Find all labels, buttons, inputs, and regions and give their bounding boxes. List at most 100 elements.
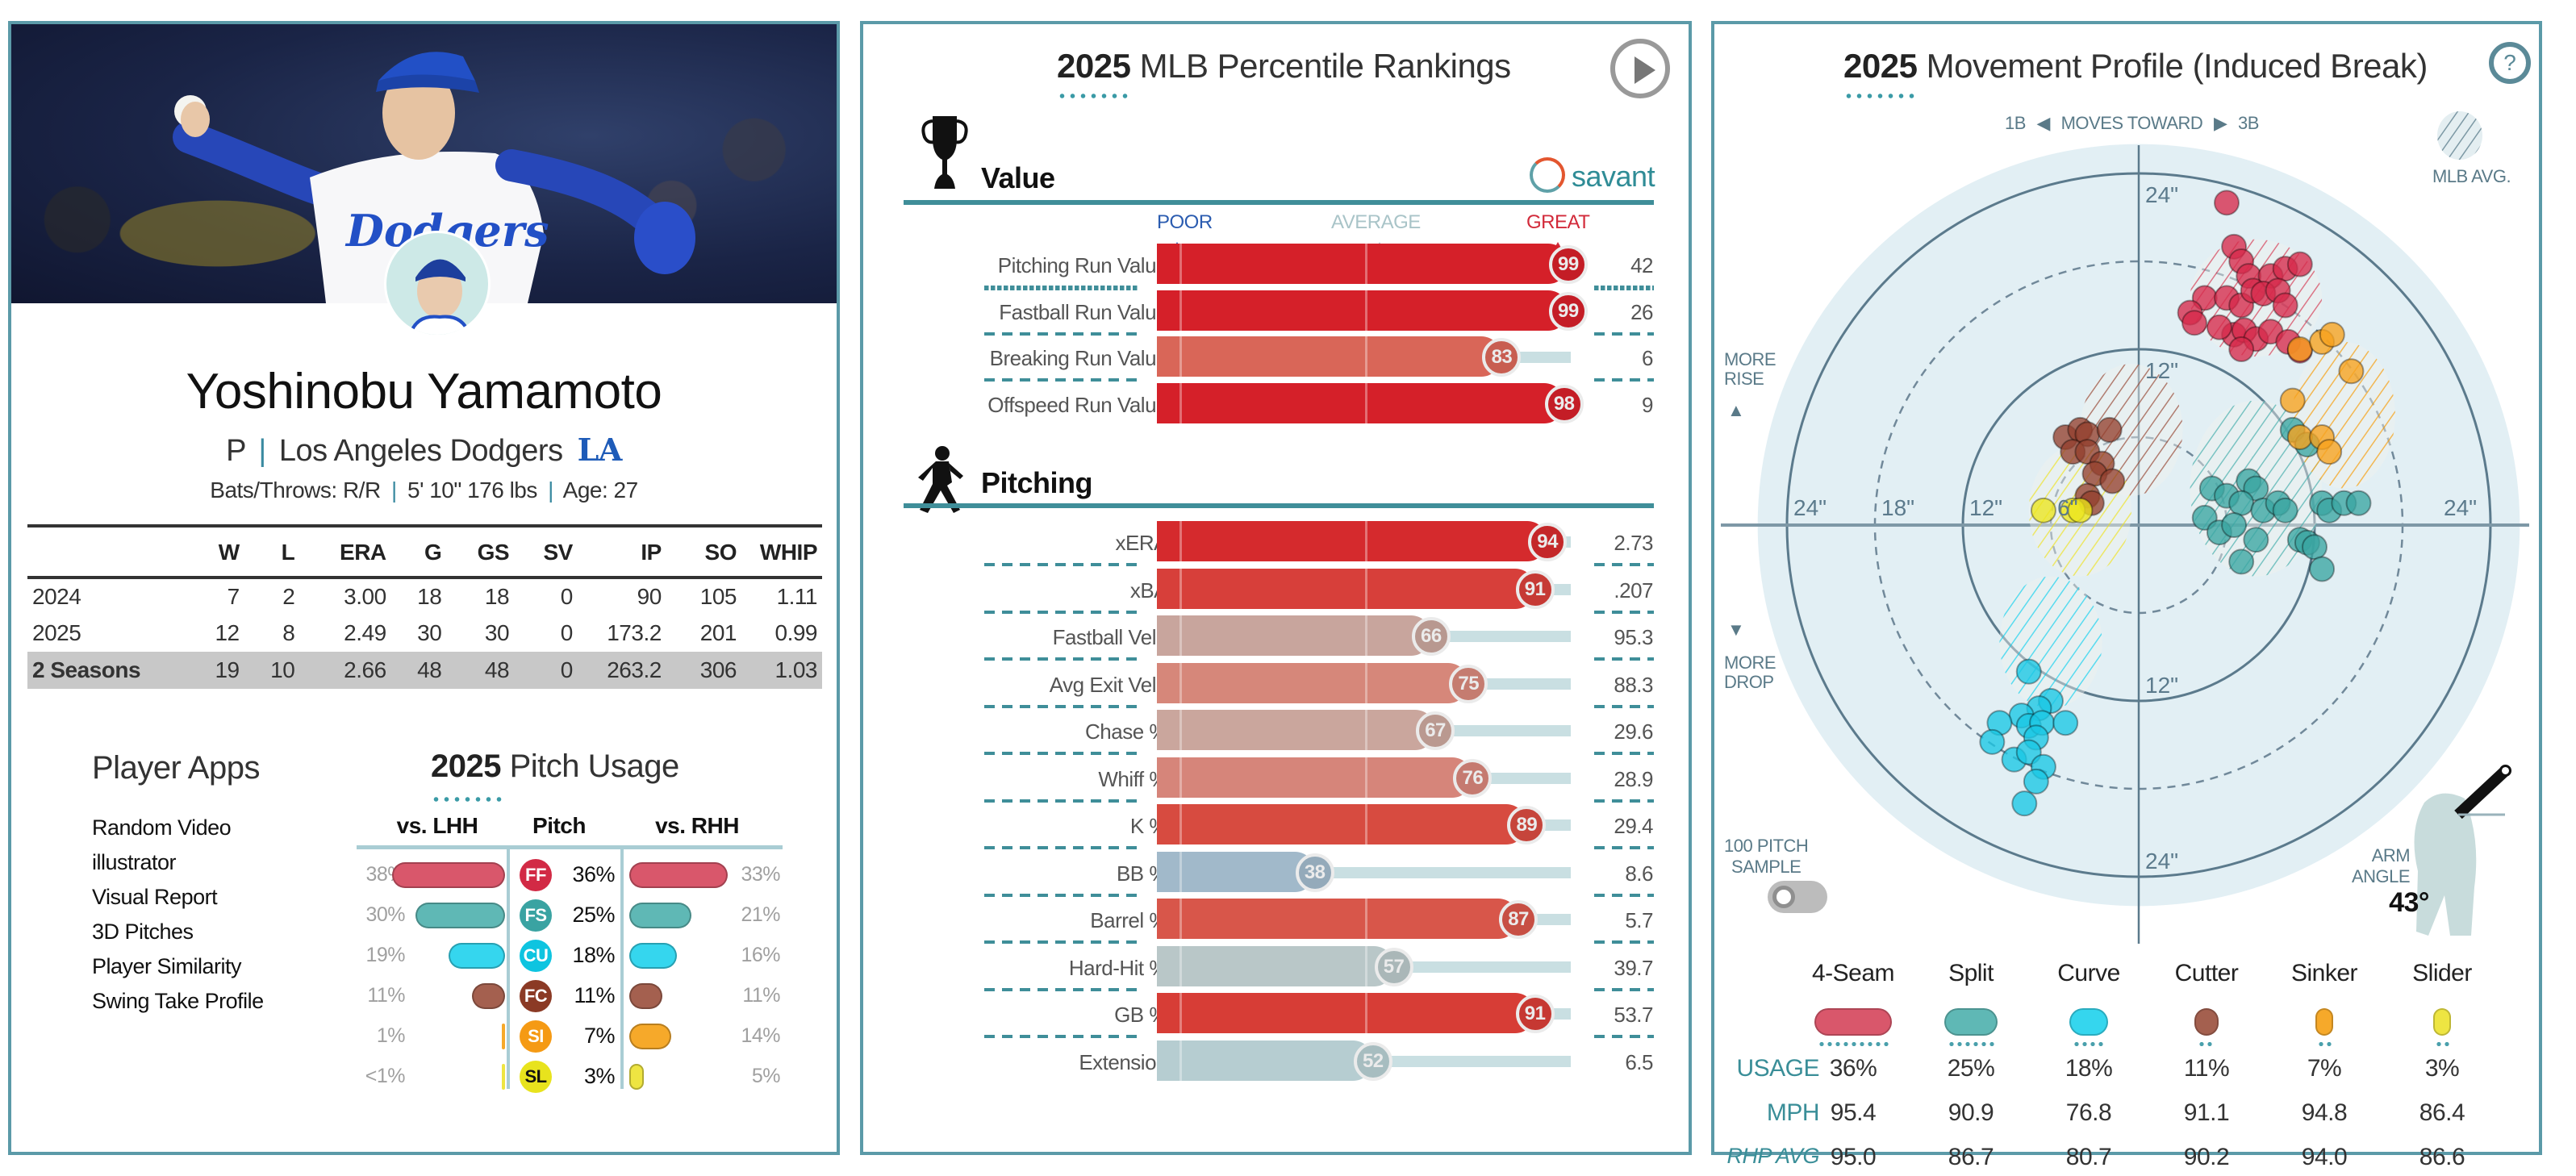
- row-label-rhp-avg: RHP AVG: [1726, 1144, 1819, 1168]
- percentile-row[interactable]: xBA 91.207: [863, 568, 1689, 614]
- pitch-usage-percent: 25%: [572, 903, 615, 927]
- percentile-row[interactable]: Pitching Run Value 99 42: [863, 244, 1689, 290]
- pitch-point: [2228, 490, 2255, 516]
- stats-cell: 30: [484, 620, 510, 645]
- player-app-link[interactable]: illustrator: [92, 850, 177, 874]
- pitch-type-badge: FF: [520, 859, 552, 891]
- player-position: P: [226, 434, 246, 468]
- pitch-name[interactable]: Cutter: [2174, 960, 2239, 986]
- percentile-row[interactable]: Hard-Hit % 57 39.7: [863, 945, 1689, 991]
- percentile-row[interactable]: Avg Exit Velo 75 88.3: [863, 662, 1689, 708]
- pitch-name[interactable]: Sinker: [2290, 960, 2358, 986]
- percentile-row[interactable]: K % 89 29.4: [863, 804, 1689, 849]
- player-app-link[interactable]: Random Video: [92, 815, 232, 840]
- pitch-usage-value: 25%: [1947, 1055, 1995, 1082]
- pitch-name[interactable]: Split: [1948, 960, 1994, 986]
- row-divider: [1594, 752, 1654, 755]
- pitch-usage-pill[interactable]: [2315, 1008, 2333, 1036]
- pitch-name[interactable]: 4-Seam: [1811, 960, 1895, 986]
- gridline: [1364, 521, 1367, 561]
- percentile-row[interactable]: Fastball Run Value 99 26: [863, 290, 1689, 336]
- player-app-link[interactable]: Player Similarity: [92, 954, 242, 978]
- pitch-mph-value: 91.1: [2183, 1099, 2230, 1126]
- pitch-type-badge: FS: [520, 899, 552, 932]
- row-divider: [984, 610, 1139, 614]
- movement-profile-panel: 2025 Movement Profile (Induced Break) ? …: [1711, 21, 2542, 1170]
- player-app-link[interactable]: Visual Report: [92, 885, 218, 909]
- player-app-link[interactable]: Swing Take Profile: [92, 989, 264, 1013]
- usage-header-rule: [357, 845, 783, 849]
- pitch-point: [2272, 497, 2298, 523]
- ring-label: 24": [1793, 495, 1827, 520]
- percentile-row[interactable]: Whiff % 76 28.9: [863, 757, 1689, 803]
- stats-season-cell: 2 Seasons: [27, 652, 189, 689]
- savant-logo[interactable]: savant: [1530, 157, 1655, 196]
- row-divider: [1594, 1035, 1654, 1038]
- percentile-bar: [1157, 945, 1394, 986]
- col-pitch: Pitch: [532, 813, 586, 838]
- arm-angle-ball-icon: [2499, 764, 2512, 777]
- gridline: [1179, 336, 1183, 377]
- percentile-track: 99: [1157, 244, 1588, 284]
- metric-value: 5.7: [1625, 908, 1653, 932]
- ring-label: 12": [2145, 358, 2178, 383]
- row-divider: [1594, 657, 1654, 661]
- pitch-usage-pill[interactable]: [2194, 1008, 2219, 1036]
- pitch-usage-percent: 7%: [583, 1024, 616, 1048]
- pitch-point: [2015, 658, 2042, 685]
- height-weight: 5' 10" 176 lbs: [407, 477, 537, 503]
- percentile-row[interactable]: Extension 52 6.5: [863, 1040, 1689, 1086]
- stats-cell: 2.66: [299, 652, 391, 689]
- pitch-usage-pill[interactable]: [2069, 1008, 2108, 1036]
- pitch-usage-row: 11% FC 11% 11%: [357, 976, 783, 1016]
- stats-header-so: SO: [666, 524, 741, 579]
- pitch-usage-pill[interactable]: [1943, 1008, 1998, 1036]
- gridline: [1179, 945, 1183, 986]
- pitch-point: [2221, 512, 2248, 538]
- pitch-name[interactable]: Curve: [2057, 960, 2120, 986]
- pitch-usage-title-text: Pitch Usage: [500, 749, 680, 784]
- percentile-track: 57: [1157, 945, 1572, 986]
- metric-value: 39.7: [1614, 955, 1653, 980]
- pitch-underline-dots: [1818, 1042, 1889, 1046]
- stats-cell: 2: [282, 584, 295, 609]
- pitch-usage-title: 2025 Pitch Usage: [431, 749, 679, 785]
- percentile-row[interactable]: BB % 38 8.6: [863, 851, 1689, 897]
- percentile-row[interactable]: Breaking Run Value 83 6: [863, 336, 1689, 382]
- help-icon[interactable]: ?: [2489, 42, 2531, 84]
- percentile-remainder: [1451, 725, 1571, 736]
- gridline: [1364, 290, 1367, 331]
- gridline: [1364, 899, 1367, 939]
- pitch-point: [2228, 336, 2255, 362]
- player-app-link[interactable]: 3D Pitches: [92, 920, 194, 944]
- vs-lhh-percent: 19%: [365, 944, 405, 966]
- percentile-row[interactable]: GB % 91 53.7: [863, 993, 1689, 1038]
- percentile-row[interactable]: Barrel % 87 5.7: [863, 899, 1689, 944]
- ring-label: 18": [1881, 495, 1914, 520]
- arm-angle-indicator-icon: [2454, 766, 2510, 819]
- percentile-row[interactable]: Chase % 67 29.6: [863, 710, 1689, 755]
- play-animation-button[interactable]: [1610, 39, 1670, 98]
- pitch-usage-pill[interactable]: [1814, 1008, 1892, 1036]
- pitch-name[interactable]: Slider: [2412, 960, 2472, 986]
- row-divider: [984, 752, 1139, 755]
- team-name[interactable]: Los Angeles Dodgers: [278, 434, 563, 468]
- percentile-row[interactable]: Offspeed Run Value 98 9: [863, 382, 1689, 428]
- gridline: [1364, 710, 1367, 750]
- more-drop-label: MORE DROP: [1724, 653, 1776, 692]
- pitch-sample-toggle[interactable]: [1768, 881, 1827, 913]
- hero-photo: Dodgers: [11, 24, 837, 303]
- metric-value: 42: [1630, 253, 1653, 277]
- metric-value: 9: [1642, 392, 1653, 417]
- stats-header-ip: IP: [577, 524, 666, 579]
- percentile-track: 75: [1157, 662, 1572, 703]
- pitch-usage-pill[interactable]: [2433, 1008, 2451, 1036]
- percentile-bar: [1157, 615, 1431, 656]
- percentile-track: 76: [1157, 757, 1572, 798]
- ring-label: 24": [2444, 495, 2477, 520]
- percentile-row[interactable]: xERA 94 2.73: [863, 521, 1689, 566]
- percentile-bar: [1157, 899, 1519, 939]
- percentile-row[interactable]: Fastball Velo 66 95.3: [863, 615, 1689, 661]
- stats-cell: 0.99: [774, 620, 818, 645]
- percentile-title-year: 2025: [1057, 47, 1131, 85]
